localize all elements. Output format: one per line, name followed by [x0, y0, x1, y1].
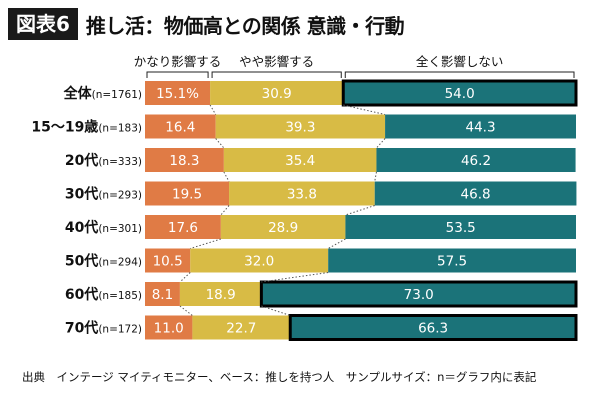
connector-line	[215, 138, 225, 149]
category-label: 20代(n=333)	[65, 152, 142, 169]
bar-segment	[190, 248, 329, 273]
bar-value-label: 57.5	[437, 254, 467, 270]
legend-label: やや影響する	[239, 54, 314, 69]
source-note: 出典 インテージ マイティモニター、ベース：推しを持つ人 サンプルサイズ：n＝グ…	[22, 370, 537, 384]
bar-value-label: 10.5	[153, 254, 183, 270]
bar-segment	[288, 314, 578, 341]
bar-value-label: 22.7	[226, 321, 256, 337]
bar-segment	[345, 215, 576, 239]
bar-value-label: 28.9	[268, 220, 298, 236]
connector-line	[345, 205, 375, 216]
legend-bracket	[146, 71, 209, 78]
legend-bracket	[211, 71, 342, 78]
category-label: 全体(n=1761)	[63, 85, 142, 102]
bar-value-label: 11.0	[154, 321, 184, 337]
connector-line	[179, 305, 193, 316]
bar-value-label: 66.3	[418, 321, 448, 337]
connector-line	[376, 138, 386, 149]
connector-line	[374, 171, 377, 182]
category-label: 30代(n=293)	[65, 186, 142, 203]
connector-line	[179, 272, 191, 283]
bar-value-label: 53.5	[446, 220, 476, 236]
bar-segment	[328, 248, 576, 273]
bar-value-label: 17.6	[168, 220, 198, 236]
bar-segment	[192, 315, 291, 340]
category-label: 50代(n=294)	[65, 253, 142, 270]
bar-segment	[223, 148, 377, 172]
bar-segment	[341, 79, 578, 107]
figure-number-tag: 図表6	[8, 8, 78, 40]
bar-segment	[145, 215, 221, 239]
bar-segment	[229, 181, 375, 206]
category-label: 15〜19歳(n=183)	[31, 119, 142, 136]
bar-value-label: 33.8	[287, 187, 317, 203]
category-label: 60代(n=185)	[65, 286, 142, 303]
bar-value-label: 19.5	[172, 187, 202, 203]
bar-segment	[145, 181, 230, 206]
bar-segment	[215, 114, 386, 139]
bar-value-label: 54.0	[445, 86, 475, 102]
bar-segment	[220, 215, 346, 239]
legend-bracket	[344, 71, 575, 78]
connector-line	[220, 205, 230, 216]
bar-segment	[145, 282, 180, 306]
chart-title: 推し活：物価高との関係 意識・行動	[85, 13, 405, 38]
bar-segment	[374, 181, 577, 206]
bar-value-label: 16.4	[165, 120, 195, 136]
legend-label: かなり影響する	[134, 54, 222, 69]
bar-segment	[145, 248, 191, 273]
bar-value-label: 35.4	[285, 153, 315, 169]
bar-segment	[376, 148, 576, 172]
bar-segment	[210, 81, 344, 105]
connector-line	[261, 272, 329, 283]
category-label: 70代(n=172)	[65, 320, 142, 337]
connector-line	[327, 238, 346, 249]
bar-segment	[145, 148, 224, 172]
bar-value-label: 32.0	[244, 254, 274, 270]
bar-value-label: 30.9	[262, 86, 292, 102]
bar-segment	[259, 280, 578, 308]
bar-value-label: 46.2	[461, 153, 491, 169]
bar-segment	[145, 315, 193, 340]
legend-label: 全く影響しない	[416, 54, 504, 69]
connector-line	[190, 238, 222, 249]
bar-value-label: 8.1	[152, 287, 173, 303]
connector-line	[223, 171, 230, 182]
bar-value-label: 15.1%	[156, 86, 199, 102]
bar-value-label: 18.3	[169, 153, 199, 169]
bar-value-label: 46.8	[461, 187, 491, 203]
bar-value-label: 18.9	[206, 287, 236, 303]
title-bar: 図表6 推し活：物価高との関係 意識・行動	[8, 8, 405, 40]
category-label: 40代(n=301)	[65, 219, 142, 236]
bar-segment	[179, 282, 262, 306]
bar-value-label: 44.3	[466, 120, 496, 136]
connector-line	[343, 104, 386, 115]
bar-segment	[385, 114, 576, 139]
connector-line	[261, 305, 291, 316]
bar-segment	[145, 81, 211, 105]
bar-value-label: 39.3	[285, 120, 315, 136]
bar-segment	[145, 114, 216, 139]
bar-value-label: 73.0	[404, 287, 434, 303]
connector-line	[209, 104, 217, 115]
